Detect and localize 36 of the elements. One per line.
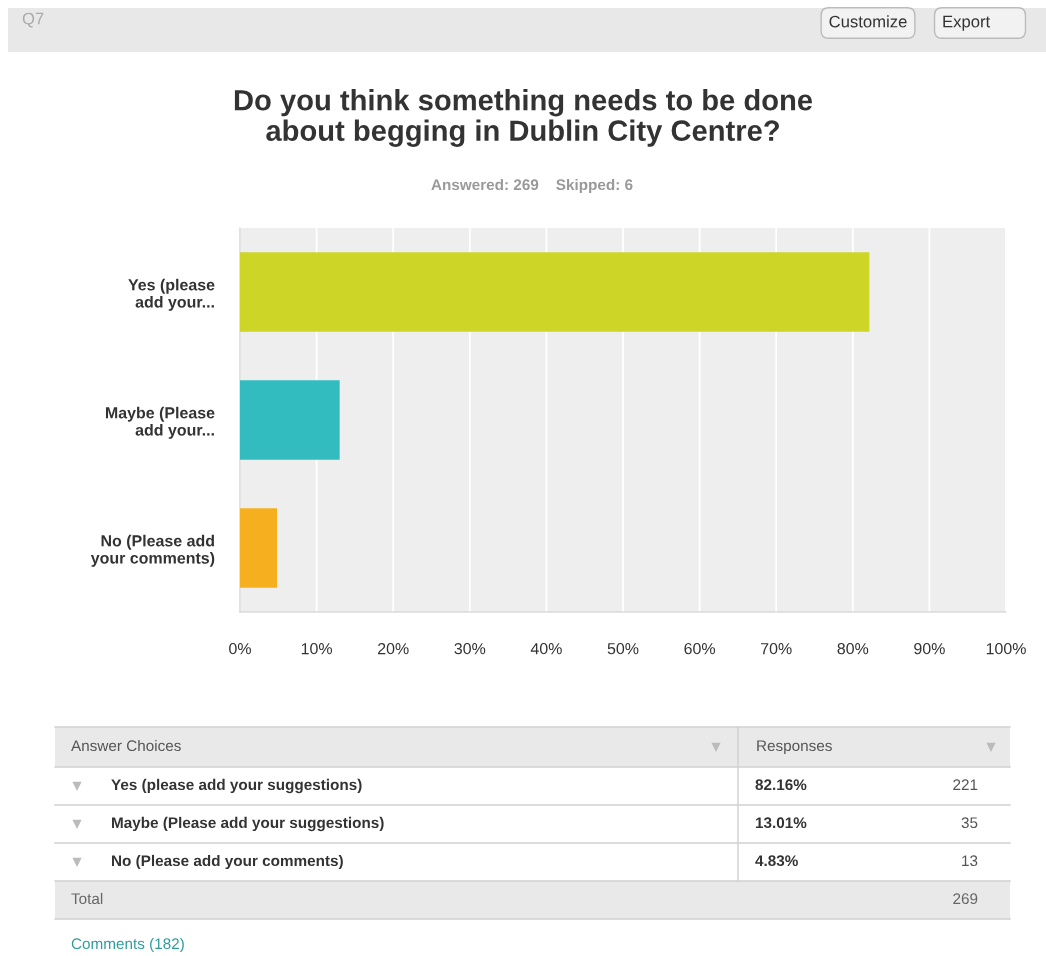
x-tick-label: 90% — [914, 642, 945, 655]
text: No (Please add your comments) — [112, 854, 343, 870]
x-tick-label: 0% — [229, 642, 251, 655]
text: Export — [943, 15, 991, 31]
x-tick-label: 100% — [986, 642, 1026, 655]
text: Q7 — [22, 12, 44, 28]
text: Comments (182) — [71, 937, 184, 953]
bar — [240, 380, 340, 460]
x-tick-label: 80% — [837, 642, 869, 655]
text: 221 — [953, 779, 978, 790]
x-tick-label: 70% — [761, 642, 792, 655]
y-tick-label: Yes (please add your... — [128, 278, 215, 311]
text: Total — [71, 892, 103, 905]
text: 269 — [953, 893, 978, 905]
text: 13.01% — [755, 817, 807, 829]
text: Responses — [757, 740, 832, 755]
text: Maybe (Please add your suggestions) — [112, 816, 384, 832]
text: Customize — [829, 15, 907, 28]
bar — [240, 508, 277, 588]
x-tick-label: 30% — [454, 642, 486, 655]
chart-title: Do you think something needs to be done about begging in Dublin City Centre? — [234, 89, 813, 147]
x-tick-label: 20% — [378, 642, 409, 655]
bar — [240, 252, 870, 332]
x-tick-label: 40% — [530, 642, 562, 655]
chart-subtitle: Answered: 269 Skipped: 6 — [431, 178, 633, 194]
x-tick-label: 10% — [301, 642, 333, 655]
text: Yes (please add your suggestions) — [111, 778, 362, 794]
text: 82.16% — [755, 779, 807, 791]
text: 4.83% — [755, 855, 798, 867]
text: 35 — [961, 817, 978, 829]
text: Answer Choices — [71, 739, 181, 752]
y-tick-label: No (Please add your comments) — [90, 534, 215, 567]
x-tick-label: 60% — [684, 642, 716, 655]
y-tick-label: Maybe (Please add your... — [105, 406, 215, 439]
text: 13 — [962, 855, 978, 867]
x-tick-label: 50% — [607, 642, 639, 655]
